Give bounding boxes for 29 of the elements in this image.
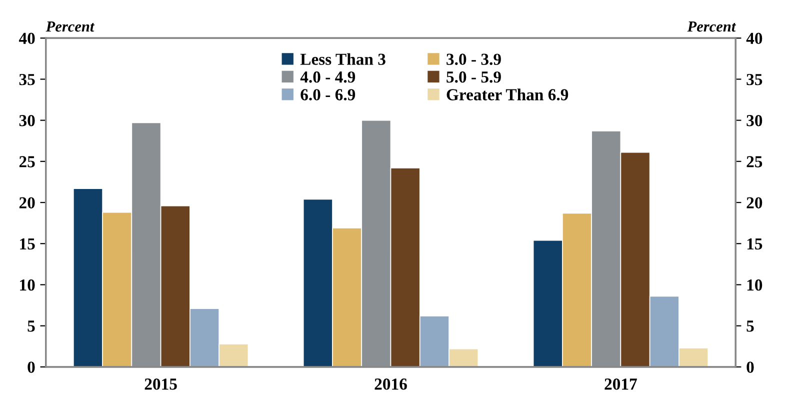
x-tick-label: 2016 [374,378,407,390]
legend-label: 5.0 - 5.9 [446,71,501,83]
legend-label: Greater Than 6.9 [446,88,568,100]
y2-tick-label: 30 [746,115,762,126]
y-tick-label: 0 [28,362,35,373]
legend-label: 3.0 - 3.9 [446,54,501,65]
legend-label: 6.0 - 6.9 [300,89,356,100]
y-tick-label: 30 [19,115,35,126]
y2-tick-label: 10 [747,279,762,291]
y-tick-label: 5 [28,320,35,332]
y-axis-title: Percent [46,22,95,32]
y-tick-label: 25 [19,156,35,168]
y2-tick-label: 35 [746,74,762,86]
legend-label: Less Than 3 [300,53,386,65]
y-tick-label: 15 [20,238,35,250]
y-tick-label: 20 [19,197,35,208]
y-tick-label: 40 [18,32,35,44]
y2-axis-title: Percent [687,22,736,32]
y2-tick-label: 5 [746,320,754,332]
x-tick-label: 2015 [144,378,177,390]
x-tick-label: 2017 [604,378,637,390]
y2-tick-label: 25 [746,156,762,168]
y-tick-label: 35 [19,74,35,86]
y2-tick-label: 0 [746,362,754,373]
y2-tick-label: 15 [747,238,762,250]
y2-tick-label: 40 [746,32,762,44]
legend-label: 4.0 - 4.9 [300,71,356,83]
y-tick-label: 10 [20,279,35,291]
y2-tick-label: 20 [746,197,762,208]
